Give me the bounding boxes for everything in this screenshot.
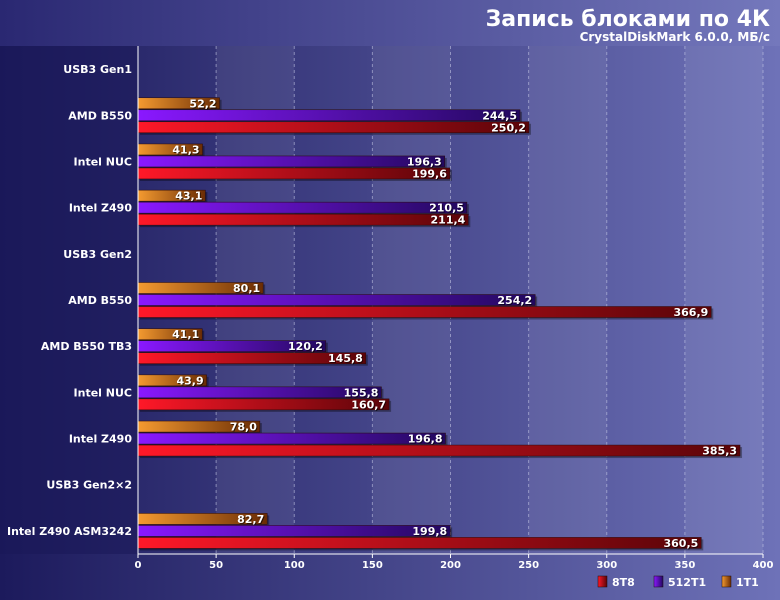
bar-value-shadow: 360,5 xyxy=(664,538,699,551)
bar-8T8 xyxy=(137,537,702,549)
bar-value-label: 52,2 xyxy=(189,97,216,110)
bar-value-label: 196,3 xyxy=(407,155,442,168)
plot-band xyxy=(528,46,607,554)
bars: 52,252,2244,5244,5250,2250,241,341,3196,… xyxy=(137,97,743,551)
bar-value-shadow: 155,8 xyxy=(345,387,380,400)
bar-8T8 xyxy=(137,213,469,226)
x-tick-label: 150 xyxy=(362,560,383,571)
bar-8T8 xyxy=(137,306,712,318)
bar-value-shadow: 160,7 xyxy=(352,399,387,412)
bar-value-label: 199,8 xyxy=(412,525,447,538)
group-header-label: USB3 Gen2×2 xyxy=(46,479,132,492)
bar-value-shadow: 196,3 xyxy=(408,156,443,169)
chart-subtitle: CrystalDiskMark 6.0.0, МБ/с xyxy=(580,30,770,44)
x-tick-label: 0 xyxy=(135,560,142,571)
row-label: Intel Z490 ASM3242 xyxy=(7,525,132,538)
bar-value-shadow: 385,3 xyxy=(703,446,738,459)
bar-512T1 xyxy=(137,432,446,445)
bar-value-shadow: 82,7 xyxy=(238,514,265,527)
bar-value-label: 41,1 xyxy=(172,328,199,341)
bar-value-label: 160,7 xyxy=(351,398,386,411)
bar-value-label: 366,9 xyxy=(673,306,708,319)
row-labels: USB3 Gen1 AMD B550 Intel NUC Intel Z490 USB3… xyxy=(7,63,132,538)
bar-value-label: 385,3 xyxy=(702,445,737,458)
bar-value-label: 80,1 xyxy=(233,282,260,295)
bar-value-label: 199,6 xyxy=(412,167,447,180)
x-tick-label: 250 xyxy=(518,560,539,571)
bar-value-label: 120,2 xyxy=(288,340,323,353)
bar-value-shadow: 41,1 xyxy=(173,329,200,342)
group-header-label: USB3 Gen2 xyxy=(63,248,132,261)
bar-value-shadow: 250,2 xyxy=(492,122,527,135)
legend-label: 512T1 xyxy=(668,576,706,589)
x-tick-label: 50 xyxy=(209,560,223,571)
row-label: Intel Z490 xyxy=(69,202,133,215)
bar-value-label: 244,5 xyxy=(482,109,517,122)
bar-value-shadow: 43,9 xyxy=(177,375,204,388)
bar-value-label: 211,4 xyxy=(431,214,466,227)
legend: 8T8 512T1 1T1 xyxy=(597,575,759,589)
row-label: AMD B550 xyxy=(68,109,132,122)
bar-value-shadow: 211,4 xyxy=(432,215,467,228)
bar-value-label: 145,8 xyxy=(328,352,363,365)
bar-value-label: 250,2 xyxy=(491,121,526,134)
row-label: AMD B550 TB3 xyxy=(41,340,132,353)
bar-value-shadow: 78,0 xyxy=(231,422,258,435)
x-tick-label: 200 xyxy=(440,560,461,571)
bar-value-label: 155,8 xyxy=(344,386,379,399)
bar-value-shadow: 199,8 xyxy=(413,526,448,539)
chart-title: Запись блоками по 4К xyxy=(486,7,770,32)
bar-value-shadow: 52,2 xyxy=(190,98,217,111)
bar-value-shadow: 41,3 xyxy=(173,144,200,157)
legend-label: 1T1 xyxy=(736,576,759,589)
plot-band xyxy=(684,46,763,554)
legend-swatch-8T8 xyxy=(597,575,608,588)
label-column xyxy=(0,46,138,554)
bar-value-label: 78,0 xyxy=(230,421,257,434)
bar-value-label: 254,2 xyxy=(497,294,532,307)
bar-value-label: 41,3 xyxy=(172,143,199,156)
row-label: Intel NUC xyxy=(74,386,132,399)
bar-value-shadow: 366,9 xyxy=(674,307,709,320)
x-tick-label: 300 xyxy=(596,560,617,571)
row-label: Intel Z490 xyxy=(69,433,133,446)
bar-value-shadow: 120,2 xyxy=(289,341,324,354)
x-axis: 0 50 100 150 200 250 300 350 400 xyxy=(135,46,774,571)
bar-value-label: 196,8 xyxy=(408,433,443,446)
bar-value-shadow: 145,8 xyxy=(329,353,364,366)
bar-value-label: 82,7 xyxy=(237,513,264,526)
bar-8T8 xyxy=(137,167,451,180)
bar-value-shadow: 210,5 xyxy=(430,203,465,216)
bar-value-shadow: 244,5 xyxy=(483,110,518,123)
bar-value-label: 43,1 xyxy=(175,190,202,203)
row-label: AMD B550 xyxy=(68,294,132,307)
bar-value-shadow: 199,6 xyxy=(413,168,448,181)
bar-512T1 xyxy=(137,201,468,214)
bar-8T8 xyxy=(137,121,530,134)
header-band xyxy=(0,0,780,46)
x-tick-label: 350 xyxy=(674,560,695,571)
row-label: Intel NUC xyxy=(74,155,132,168)
bar-value-shadow: 254,2 xyxy=(498,295,533,308)
bar-512T1 xyxy=(137,155,445,168)
bar-value-shadow: 43,1 xyxy=(176,191,203,204)
bar-512T1 xyxy=(137,109,521,122)
bar-value-label: 360,5 xyxy=(663,537,698,550)
bar-value-shadow: 80,1 xyxy=(234,283,261,296)
group-header-label: USB3 Gen1 xyxy=(63,63,132,76)
bar-512T1 xyxy=(137,525,451,537)
x-tick-label: 400 xyxy=(753,560,774,571)
x-tick-label: 100 xyxy=(284,560,305,571)
bar-value-label: 43,9 xyxy=(176,374,203,387)
bar-value-label: 210,5 xyxy=(429,202,464,215)
bar-value-shadow: 196,8 xyxy=(409,434,444,447)
legend-label: 8T8 xyxy=(612,576,635,589)
bar-8T8 xyxy=(137,444,741,457)
bar-512T1 xyxy=(137,294,536,306)
legend-swatch-512T1 xyxy=(653,575,664,588)
legend-swatch-1T1 xyxy=(721,575,732,588)
